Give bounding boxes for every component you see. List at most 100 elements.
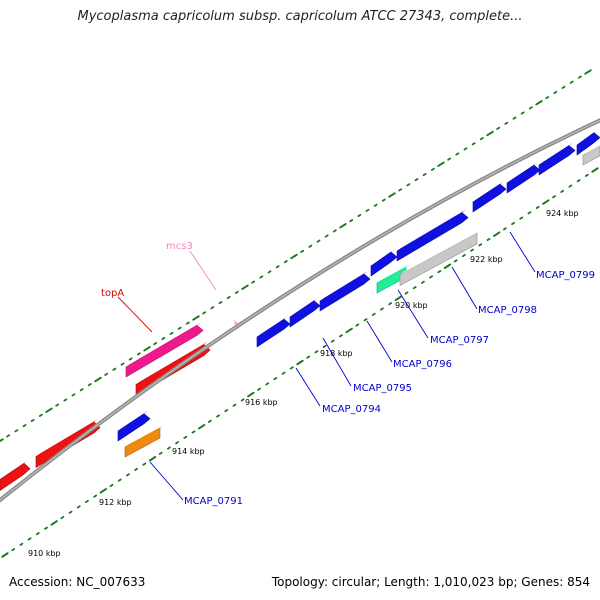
inner-tick-ring bbox=[1, 167, 599, 558]
gene-blue-d bbox=[370, 248, 398, 277]
gene-blue-h bbox=[538, 142, 576, 176]
outer-tick bbox=[447, 157, 452, 161]
gene-blue-0791-pair-top bbox=[118, 410, 148, 431]
inner-tick bbox=[99, 488, 108, 494]
outer-tick bbox=[414, 178, 419, 182]
inner-tick bbox=[527, 211, 532, 215]
outer-tick bbox=[577, 75, 582, 79]
inner-tick bbox=[60, 516, 65, 520]
tick-label-924: 924 kbp bbox=[546, 209, 579, 218]
inner-tick bbox=[511, 221, 515, 226]
outer-tick bbox=[561, 85, 566, 89]
inner-tick bbox=[50, 520, 58, 526]
gene-label-mcap-0799[interactable]: MCAP_0799 bbox=[536, 270, 595, 281]
backbone bbox=[0, 118, 600, 503]
inner-tick bbox=[322, 344, 327, 349]
inner-tick bbox=[345, 327, 353, 334]
outer-tick bbox=[104, 372, 109, 376]
inner-tick bbox=[68, 510, 73, 514]
gene-blue-0791-pair-face bbox=[117, 413, 151, 442]
gene-red-edge-face bbox=[0, 462, 31, 491]
gene-red-edge bbox=[0, 460, 31, 491]
tick-label-918: 918 kbp bbox=[320, 349, 353, 358]
inner-tick bbox=[306, 355, 311, 359]
gene-gray-edge bbox=[582, 144, 600, 166]
outer-tick bbox=[112, 367, 117, 371]
outer-tick bbox=[185, 321, 190, 325]
outer-tick bbox=[128, 357, 133, 361]
outer-tick bbox=[479, 137, 484, 141]
inner-tick bbox=[470, 248, 474, 252]
leader-mcap-0795 bbox=[322, 337, 352, 387]
inner-tick bbox=[330, 339, 335, 343]
outer-tick bbox=[161, 336, 166, 341]
gene-label-mcap-0795[interactable]: MCAP_0795 bbox=[353, 383, 412, 394]
gene-green-top bbox=[377, 264, 410, 283]
outer-tick bbox=[63, 398, 68, 402]
gene-gray-edge-top bbox=[583, 144, 600, 155]
outer-tick bbox=[398, 188, 403, 192]
gene-label-mcap-0796[interactable]: MCAP_0796 bbox=[393, 359, 452, 370]
gene-label-mcap-0794[interactable]: MCAP_0794 bbox=[322, 404, 381, 415]
gene-red-left bbox=[35, 418, 101, 469]
outer-tick bbox=[300, 249, 305, 253]
inner-tick bbox=[216, 414, 220, 418]
outer-tick bbox=[226, 295, 231, 300]
gene-blue-e-top bbox=[397, 209, 466, 251]
inner-tick bbox=[394, 295, 403, 302]
inner-tick bbox=[76, 505, 81, 509]
leader-mcap-0798 bbox=[451, 266, 478, 310]
gene-label-mcap-0791[interactable]: MCAP_0791 bbox=[184, 496, 243, 507]
gene-label-mcap-0797[interactable]: MCAP_0797 bbox=[430, 335, 489, 346]
gene-blue-b-face bbox=[289, 300, 321, 328]
gene-label-topA[interactable]: topA bbox=[101, 288, 124, 299]
gene-gray-edge-face bbox=[582, 145, 600, 166]
gene-blue-c-top bbox=[320, 271, 368, 301]
outer-tick bbox=[545, 96, 550, 100]
outer-tick bbox=[45, 407, 53, 413]
inner-tick bbox=[519, 216, 524, 220]
gene-blue-d-top bbox=[371, 248, 395, 266]
outer-tick bbox=[275, 265, 280, 269]
inner-tick bbox=[502, 227, 507, 231]
inner-tick bbox=[478, 243, 483, 247]
inner-tick bbox=[1, 552, 9, 558]
outer-tick bbox=[202, 311, 207, 315]
gene-label-mcap-0798[interactable]: MCAP_0798 bbox=[478, 305, 537, 316]
inner-tick bbox=[355, 323, 360, 327]
outer-tick bbox=[381, 198, 386, 202]
outer-tick bbox=[290, 253, 298, 260]
outer-tick bbox=[406, 183, 411, 187]
outer-tick bbox=[234, 290, 239, 294]
inner-tick bbox=[404, 291, 409, 295]
gene-red-left-top bbox=[36, 418, 98, 457]
gene-features bbox=[0, 129, 600, 491]
gene-label-mcs3[interactable]: mcs3 bbox=[166, 241, 193, 252]
inner-tick bbox=[273, 376, 278, 381]
gene-blue-h-top bbox=[539, 142, 573, 165]
tick-label-920: 920 kbp bbox=[395, 301, 428, 310]
genome-info-label: Topology: circular; Length: 1,010,023 bp… bbox=[271, 575, 590, 589]
inner-tick bbox=[363, 318, 368, 322]
gene-blue-a-top bbox=[257, 316, 288, 337]
outer-tick bbox=[218, 301, 223, 305]
inner-tick bbox=[437, 270, 442, 274]
outer-tick bbox=[14, 429, 19, 433]
outer-tick bbox=[437, 161, 445, 167]
inner-tick bbox=[591, 167, 599, 173]
outer-tick bbox=[192, 315, 200, 321]
outer-tick bbox=[373, 203, 378, 207]
gene-red-outer-top bbox=[136, 341, 208, 385]
inner-tick bbox=[207, 419, 212, 423]
inner-tick bbox=[257, 387, 261, 391]
gene-orange-0791-top bbox=[125, 425, 164, 447]
inner-tick bbox=[443, 263, 452, 269]
inner-tick bbox=[412, 286, 417, 290]
inner-tick bbox=[166, 446, 171, 450]
gene-blue-i-top bbox=[577, 129, 598, 145]
inner-tick bbox=[380, 307, 384, 311]
outer-tick bbox=[177, 326, 182, 330]
inner-tick bbox=[109, 483, 114, 488]
gene-blue-b-top bbox=[290, 297, 318, 317]
